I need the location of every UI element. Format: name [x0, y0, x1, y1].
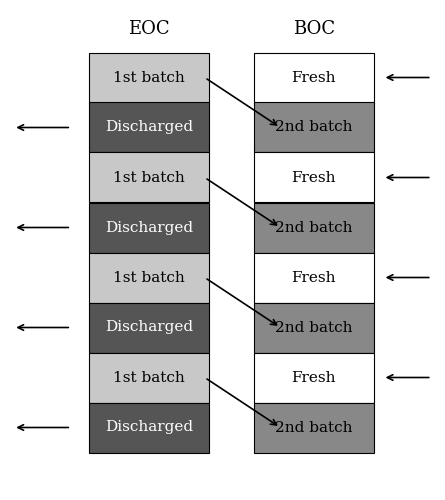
- Text: EOC: EOC: [128, 20, 170, 38]
- Bar: [89, 202, 209, 252]
- Text: Fresh: Fresh: [291, 270, 336, 284]
- Text: 2nd batch: 2nd batch: [275, 420, 352, 434]
- Text: 1st batch: 1st batch: [113, 70, 185, 85]
- Bar: [254, 152, 374, 202]
- Text: 1st batch: 1st batch: [113, 370, 185, 384]
- Bar: [254, 302, 374, 352]
- Bar: [254, 352, 374, 403]
- Text: Fresh: Fresh: [291, 370, 336, 384]
- Bar: [254, 102, 374, 152]
- Bar: [89, 402, 209, 452]
- Text: 2nd batch: 2nd batch: [275, 320, 352, 334]
- Bar: [254, 52, 374, 102]
- Bar: [89, 152, 209, 202]
- Text: Discharged: Discharged: [105, 320, 193, 334]
- Bar: [254, 252, 374, 302]
- Bar: [89, 302, 209, 352]
- Text: 2nd batch: 2nd batch: [275, 120, 352, 134]
- Text: 1st batch: 1st batch: [113, 270, 185, 284]
- Text: Discharged: Discharged: [105, 420, 193, 434]
- Text: Fresh: Fresh: [291, 170, 336, 184]
- Text: 2nd batch: 2nd batch: [275, 220, 352, 234]
- Bar: [254, 402, 374, 452]
- Bar: [89, 102, 209, 152]
- Text: Discharged: Discharged: [105, 120, 193, 134]
- Bar: [254, 202, 374, 252]
- Bar: [89, 352, 209, 403]
- Text: 1st batch: 1st batch: [113, 170, 185, 184]
- Bar: [89, 252, 209, 302]
- Bar: [89, 52, 209, 102]
- Text: Discharged: Discharged: [105, 220, 193, 234]
- Text: Fresh: Fresh: [291, 70, 336, 85]
- Text: BOC: BOC: [293, 20, 335, 38]
